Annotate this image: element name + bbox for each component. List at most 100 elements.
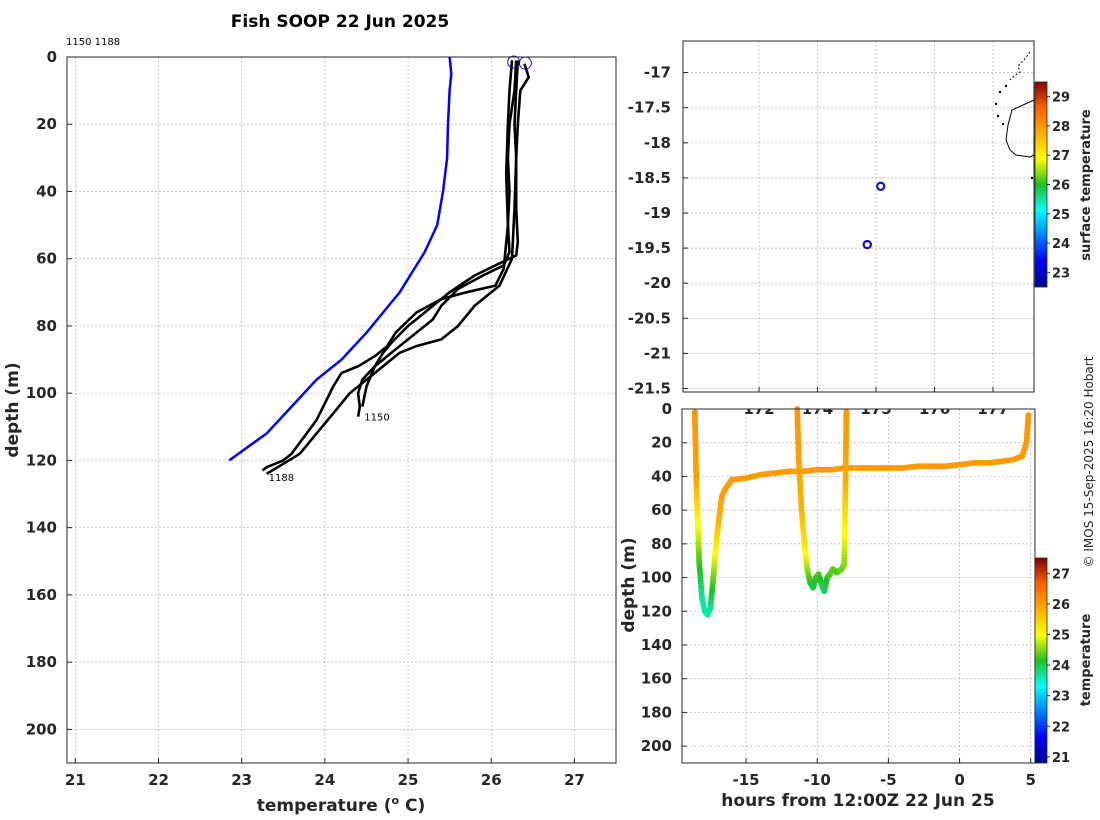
time-depth-y-tick-label: 60 — [651, 501, 672, 519]
cast-profile-line-1 — [356, 60, 518, 417]
time-depth-x-tick-label: -10 — [804, 771, 831, 789]
surface-colorbar-tick-label: 27 — [1052, 149, 1070, 164]
temperature-colorbar-tick-label: 21 — [1052, 751, 1070, 766]
surface-temperature-colorbar — [1034, 81, 1048, 288]
temperature-colorbar-ticks: 21 22 23 24 25 26 27 — [1047, 567, 1070, 766]
map-y-tick-label: -18 — [644, 134, 671, 152]
temperature-colorbar — [1034, 557, 1048, 764]
profile-y-tick-label: 80 — [36, 317, 57, 335]
profile-y-tick-label: 140 — [26, 519, 57, 537]
time-depth-x-tick-label: -5 — [880, 771, 897, 789]
surface-colorbar-tick-label: 26 — [1052, 179, 1070, 194]
time-depth-x-ticks: -15 -10 -5 0 5 — [732, 771, 1035, 789]
time-depth-y-tick-label: 160 — [641, 670, 672, 688]
map-y-tick-label: -18.5 — [628, 169, 671, 187]
time-depth-y-tick-label: 80 — [651, 535, 672, 553]
cast-profile-line-4 — [265, 60, 520, 476]
map-y-tick-label: -20.5 — [628, 309, 671, 327]
map-y-tick-label: -21.5 — [628, 379, 671, 397]
temperature-colorbar-tick-label: 25 — [1052, 628, 1070, 643]
time-depth-x-tick-label: -15 — [732, 771, 759, 789]
profile-grid — [67, 56, 616, 763]
cast-id-annotation: 1188 — [269, 473, 294, 484]
time-depth-y-tick-label: 180 — [641, 703, 672, 721]
profile-y-tick-label: 40 — [36, 182, 57, 200]
profile-y-tick-label: 200 — [26, 720, 57, 738]
coastline — [994, 51, 1035, 180]
profile-y-tick-label: 160 — [26, 586, 57, 604]
map-y-tick-label: -20 — [644, 274, 671, 292]
cast-profile-line-3 — [361, 63, 531, 407]
profile-x-tick-label: 27 — [564, 771, 585, 789]
time-depth-y-ticks: 0 20 40 60 80 100 120 140 160 180 200 — [641, 400, 672, 755]
time-depth-y-tick-label: 20 — [651, 434, 672, 452]
time-depth-y-tick-label: 40 — [651, 467, 672, 485]
surface-colorbar-tick-label: 23 — [1052, 266, 1070, 281]
profile-y-tick-label: 100 — [26, 384, 57, 402]
time-depth-x-tick-label: 0 — [954, 771, 964, 789]
map-cast-locations — [862, 181, 886, 250]
surface-colorbar-label: surface temperature — [1079, 109, 1094, 261]
cast-location-marker — [862, 239, 872, 250]
profile-x-tick-label: 25 — [398, 771, 419, 789]
profile-x-tick-label: 23 — [231, 771, 252, 789]
profile-x-tick-label: 21 — [65, 771, 86, 789]
profile-x-label: temperature (o C) — [257, 794, 426, 816]
time-depth-y-tick-label: 140 — [641, 636, 672, 654]
map-grid — [683, 41, 1034, 392]
profile-panel: Fish SOOP 22 Jun 2025 1150 1188 0 20 40 60 8… — [3, 12, 617, 816]
map-y-tick-label: -17 — [644, 64, 671, 82]
time-depth-y-tick-label: 0 — [662, 400, 672, 418]
profile-x-tick-label: 22 — [148, 771, 169, 789]
profile-y-label: depth (m) — [3, 362, 23, 457]
map-y-tick-label: -19 — [644, 204, 671, 222]
profile-annotations: 1150 1188 — [269, 413, 390, 485]
track-point — [1025, 412, 1032, 419]
reference-profile-line — [228, 56, 453, 462]
profile-series — [228, 55, 532, 476]
profile-y-tick-label: 20 — [36, 115, 57, 133]
surface-colorbar-ticks: 23 24 25 26 27 28 29 — [1047, 91, 1070, 281]
cast-profile-line-2 — [261, 60, 514, 472]
chart-title: Fish SOOP 22 Jun 2025 — [231, 12, 449, 32]
temperature-colorbar-tick-label: 23 — [1052, 690, 1070, 705]
temperature-colorbar-tick-label: 24 — [1052, 659, 1070, 674]
profile-y-tick-label: 0 — [47, 48, 57, 66]
profile-y-tick-label: 180 — [26, 653, 57, 671]
time-depth-y-tick-label: 200 — [641, 737, 672, 755]
temperature-colorbar-tick-label: 26 — [1052, 598, 1070, 613]
temperature-colorbar-tick-label: 27 — [1052, 567, 1070, 582]
time-depth-x-tick-label: 5 — [1026, 771, 1036, 789]
map-y-tick-label: -17.5 — [628, 99, 671, 117]
credit-text: © IMOS 15-Sep-2025 16:20 Hobart — [1082, 356, 1096, 567]
profile-y-tick-label: 60 — [36, 250, 57, 268]
cast-id-header: 1150 1188 — [66, 37, 120, 48]
profile-y-ticks: 0 20 40 60 80 100 120 140 160 180 200 — [26, 48, 57, 738]
time-depth-track — [691, 406, 1032, 618]
map-y-tick-label: -21 — [644, 344, 671, 362]
time-depth-y-tick-label: 120 — [641, 602, 672, 620]
temperature-colorbar-tick-label: 22 — [1052, 720, 1070, 735]
map-panel: -17 -17.5 -18 -18.5 -19 -19.5 -20 -20.5 -21 -21.5… — [628, 40, 1094, 418]
map-axes-frame — [682, 40, 1035, 393]
time-depth-panel: 0 20 40 60 80 100 120 140 160 180 200 -15 -10 -5 0 5 h… — [619, 395, 1094, 811]
cast-location-marker — [876, 181, 886, 192]
time-depth-y-label: depth (m) — [619, 537, 639, 632]
surface-colorbar-tick-label: 29 — [1052, 91, 1070, 106]
cast-id-annotation: 1150 — [364, 413, 389, 424]
profile-y-tick-label: 120 — [26, 451, 57, 469]
profile-x-tick-label: 24 — [314, 771, 335, 789]
track-point — [843, 408, 850, 415]
time-depth-y-tick-label: 100 — [641, 569, 672, 587]
map-y-tick-label: -19.5 — [628, 239, 671, 257]
surface-colorbar-tick-label: 24 — [1052, 237, 1070, 252]
profile-x-ticks: 21 22 23 24 25 26 27 — [65, 771, 585, 789]
time-depth-x-label: hours from 12:00Z 22 Jun 25 — [721, 791, 994, 811]
surface-colorbar-tick-label: 28 — [1052, 120, 1070, 135]
surface-colorbar-tick-label: 25 — [1052, 208, 1070, 223]
map-y-ticks: -17 -17.5 -18 -18.5 -19 -19.5 -20 -20.5 -21 -21.5 — [628, 64, 671, 398]
profile-axes-frame — [66, 56, 617, 764]
profile-x-tick-label: 26 — [481, 771, 502, 789]
temperature-colorbar-label: temperature — [1079, 614, 1094, 707]
